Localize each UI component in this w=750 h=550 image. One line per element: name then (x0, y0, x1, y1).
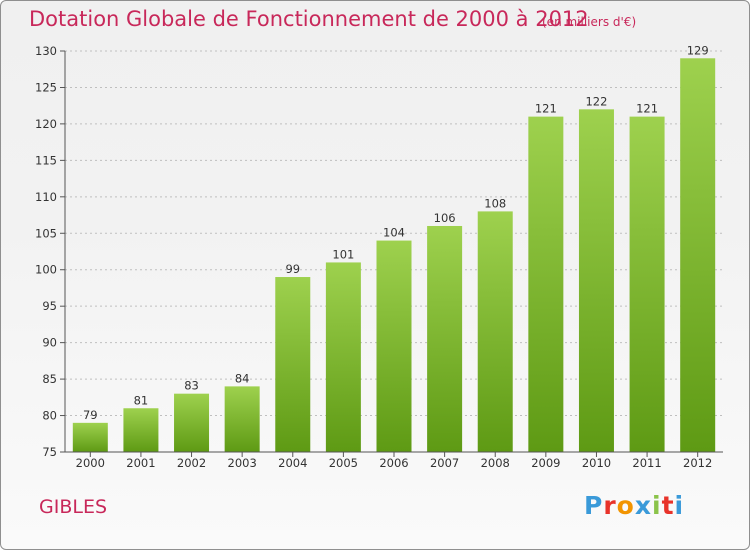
bar (578, 109, 614, 452)
chart-subtitle: (en milliers d'€) (542, 15, 637, 29)
bar (629, 116, 665, 453)
data-label: 106 (434, 211, 456, 225)
data-label: 121 (535, 102, 557, 116)
data-label: 121 (636, 102, 658, 116)
x-tick-label: 2004 (278, 456, 307, 470)
logo-letter: i (674, 491, 685, 520)
y-tick-label: 80 (42, 409, 57, 423)
x-tick-label: 2011 (632, 456, 661, 470)
y-tick-label: 90 (42, 336, 57, 350)
data-label: 81 (134, 393, 149, 407)
y-tick-label: 100 (35, 263, 57, 277)
x-tick-label: 2012 (683, 456, 712, 470)
x-tick-label: 2010 (582, 456, 611, 470)
logo-letter: x (634, 491, 652, 520)
x-tick-label: 2008 (481, 456, 510, 470)
data-label: 101 (332, 247, 354, 261)
data-label: 99 (285, 262, 300, 276)
bar (325, 262, 361, 452)
bar (680, 58, 716, 453)
x-tick-label: 2000 (76, 456, 105, 470)
y-tick-label: 120 (35, 117, 57, 131)
bar (224, 386, 260, 452)
x-tick-label: 2007 (430, 456, 459, 470)
data-label: 108 (484, 196, 506, 210)
data-label: 79 (83, 408, 98, 422)
logo-letter: i (652, 491, 662, 520)
y-tick-label: 105 (35, 226, 57, 240)
y-tick-label: 115 (35, 153, 57, 167)
data-label: 84 (235, 371, 250, 385)
x-tick-label: 2005 (329, 456, 358, 470)
x-tick-label: 2002 (177, 456, 206, 470)
y-tick-label: 125 (35, 80, 57, 94)
logo-letter: t (661, 491, 675, 520)
logo-letter: P (584, 491, 604, 520)
chart-title: Dotation Globale de Fonctionnement de 20… (29, 7, 589, 31)
bar (376, 240, 412, 452)
proxiti-logo[interactable]: Proxiti (584, 491, 684, 520)
y-tick-label: 75 (42, 445, 57, 459)
bar (427, 225, 463, 452)
logo-letter: o (616, 491, 635, 520)
data-label: 104 (383, 226, 405, 240)
x-tick-label: 2009 (531, 456, 560, 470)
data-label: 83 (184, 379, 199, 393)
bar (123, 408, 159, 452)
bar (528, 116, 564, 453)
commune-name: GIBLES (39, 496, 108, 518)
x-tick-label: 2003 (228, 456, 257, 470)
x-tick-label: 2006 (379, 456, 408, 470)
y-tick-label: 110 (35, 190, 57, 204)
y-tick-label: 85 (42, 372, 57, 386)
bar (174, 393, 210, 452)
bar (477, 211, 513, 452)
x-tick-label: 2001 (126, 456, 155, 470)
data-label: 129 (687, 43, 709, 57)
logo-letter: r (603, 491, 617, 520)
bar (275, 277, 311, 452)
y-tick-label: 95 (42, 299, 57, 313)
y-tick-label: 130 (35, 44, 57, 58)
data-label: 122 (585, 94, 607, 108)
bar (72, 422, 108, 452)
